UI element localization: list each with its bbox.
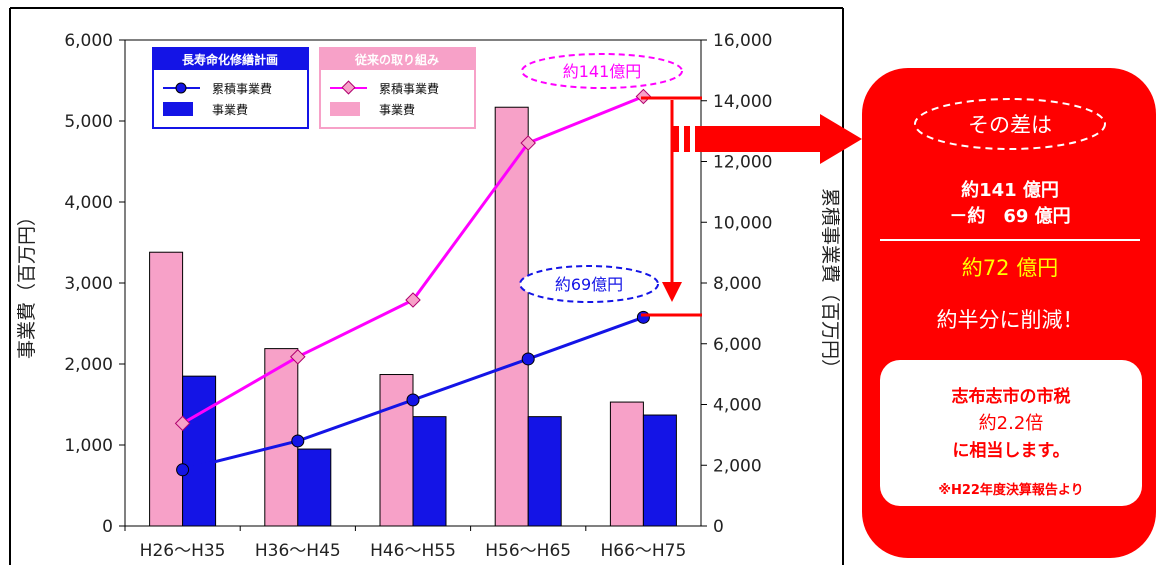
point-cumulative-conventional-2 (405, 292, 421, 308)
point-cumulative-conventional-0 (174, 415, 191, 432)
legend-plan-title: 長寿命化修繕計画 (182, 52, 278, 67)
y2-tick-label-5: 10,000 (713, 213, 772, 233)
big-arrow-dash2 (684, 126, 690, 152)
annotation-69: 約69億円 (555, 275, 623, 294)
y2-tick-label-1: 2,000 (713, 456, 762, 476)
legend-conv-bar-label: 事業費 (379, 102, 415, 117)
legend-conv-line-label: 累積事業費 (379, 81, 439, 96)
x-tick-label-4: H66～H75 (600, 541, 686, 561)
y2-axis-title: 累積事業費（百万円） (819, 188, 841, 378)
legend-group-conventional: 従来の取り組み 累積事業費 事業費 (319, 47, 476, 129)
y2-tick-label-2: 4,000 (713, 396, 762, 416)
ticks-layer: 0 1,000 2,000 3,000 4,000 5,000 6,000 0 2,000 4,0… (64, 31, 772, 561)
bar-plan-3 (527, 416, 562, 527)
panel-line1: 約141 億円 (961, 179, 1059, 201)
legend-plan-marker (175, 82, 187, 94)
panel-line2: －約 69 億円 (949, 205, 1070, 227)
panel-result: 約72 億円 (962, 256, 1058, 280)
bar-plan-0 (182, 375, 217, 527)
y-tick-label-4: 4,000 (64, 193, 113, 213)
legend-conv-marker (341, 80, 356, 95)
y2-tick-label-7: 14,000 (713, 92, 772, 112)
point-cumulative-conventional-3 (520, 135, 536, 151)
legend-plan-line-label: 累積事業費 (212, 81, 272, 96)
y2-tick-label-3: 6,000 (713, 335, 762, 355)
legend-conv-bar-sample (330, 102, 360, 116)
y2-tick-label-0: 0 (713, 517, 724, 537)
panel-inner-note: ※H22年度決算報告より (938, 482, 1083, 498)
x-tick-label-1: H36～H45 (255, 541, 341, 561)
panel-header: その差は (968, 113, 1052, 137)
legend-plan-bar-sample (163, 102, 193, 116)
bar-plan-2 (412, 416, 447, 527)
bar-conventional-4 (609, 401, 644, 527)
y-tick-label-0: 0 (102, 517, 113, 537)
bar-conventional-3 (494, 106, 529, 527)
bar-plan-4 (642, 414, 677, 527)
annotation-oval-69 (519, 265, 659, 303)
panel-inner-line2: 約2.2倍 (979, 413, 1044, 434)
point-cumulative-plan-4 (636, 310, 650, 324)
point-cumulative-plan-0 (176, 463, 190, 477)
legend-plan-bar-label: 事業費 (212, 102, 248, 117)
point-cumulative-conventional-1 (290, 349, 306, 365)
legend-group-plan: 長寿命化修繕計画 累積事業費 事業費 (152, 47, 309, 129)
legend-plan-header (153, 48, 308, 70)
panel-header-oval (914, 98, 1106, 150)
summary-panel: その差は 約141 億円 －約 69 億円 約72 億円 約半分に削減！ 志布志… (862, 68, 1156, 558)
big-arrow-head (820, 114, 862, 164)
bar-conventional-1 (264, 348, 299, 527)
point-cumulative-conventional-4 (635, 88, 652, 105)
bar-plan-1 (297, 448, 332, 527)
difference-indicator (641, 96, 862, 317)
y2-tick-label-8: 16,000 (713, 31, 772, 51)
big-arrow-dash1 (673, 126, 679, 152)
x-tick-label-2: H46～H55 (370, 541, 456, 561)
x-tick-label-0: H26～H35 (140, 541, 226, 561)
panel-inner-line1: 志布志市の市税 (952, 386, 1071, 407)
y2-tick-label-6: 12,000 (713, 153, 772, 173)
bar-conventional-0 (149, 251, 184, 527)
annotation-141: 約141億円 (563, 62, 642, 81)
panel-reduction: 約半分に削減！ (937, 308, 1084, 332)
y-tick-label-3: 3,000 (64, 274, 113, 294)
lines-layer (174, 88, 652, 477)
x-tick-label-3: H56～H65 (485, 541, 571, 561)
panel-inner-line3: に相当します。 (952, 440, 1069, 461)
legend-conv-title: 従来の取り組み (354, 52, 439, 67)
y-tick-label-2: 2,000 (64, 355, 113, 375)
difference-arrow-head (662, 282, 682, 302)
y-axis-title: 事業費（百万円） (16, 207, 38, 359)
y-tick-label-5: 5,000 (64, 112, 113, 132)
y-tick-label-1: 1,000 (64, 436, 113, 456)
point-cumulative-plan-3 (521, 352, 535, 366)
y-tick-label-6: 6,000 (64, 31, 113, 51)
bars-layer (149, 106, 677, 527)
point-cumulative-plan-1 (291, 434, 305, 448)
panel-inner-box (880, 360, 1142, 506)
y2-tick-label-4: 8,000 (713, 274, 762, 294)
annotation-oval-141 (521, 53, 683, 89)
legend-conv-header (320, 48, 475, 70)
big-arrow-body (695, 126, 823, 152)
point-cumulative-plan-2 (406, 393, 420, 407)
